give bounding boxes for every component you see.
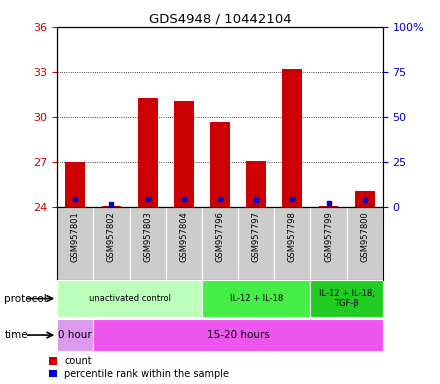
Bar [102,206,121,207]
Bar [282,69,302,207]
Bar [57,207,93,280]
Bar [238,207,274,280]
Text: unactivated control: unactivated control [88,294,171,303]
Bar [66,162,85,207]
Text: GSM957796: GSM957796 [216,211,224,262]
Legend: count, percentile rank within the sample: count, percentile rank within the sample [49,356,229,379]
Bar [93,319,383,351]
Text: GSM957802: GSM957802 [107,211,116,262]
Text: GSM957803: GSM957803 [143,211,152,262]
Bar [57,280,202,317]
Text: GSM957800: GSM957800 [360,211,369,262]
Text: time: time [4,330,28,340]
Bar [129,207,166,280]
Text: IL-12 + IL-18,
TGF-β: IL-12 + IL-18, TGF-β [319,289,374,308]
Text: GSM957804: GSM957804 [180,211,188,262]
Text: GSM957799: GSM957799 [324,211,333,262]
Bar [202,207,238,280]
Bar [93,207,129,280]
Bar [311,207,347,280]
Bar [355,191,375,207]
Bar [57,319,93,351]
Bar [347,207,383,280]
Bar [138,98,158,207]
Text: GSM957798: GSM957798 [288,211,297,262]
Bar [274,207,311,280]
Text: IL-12 + IL-18: IL-12 + IL-18 [230,294,283,303]
Bar [311,280,383,317]
Bar [166,207,202,280]
Bar [246,161,266,207]
Text: 15-20 hours: 15-20 hours [207,330,270,340]
Text: protocol: protocol [4,294,47,304]
Text: 0 hour: 0 hour [59,330,92,340]
Title: GDS4948 / 10442104: GDS4948 / 10442104 [149,13,291,26]
Bar [174,101,194,207]
Bar [202,280,311,317]
Text: GSM957801: GSM957801 [71,211,80,262]
Text: GSM957797: GSM957797 [252,211,260,262]
Bar [210,122,230,207]
Bar [319,206,338,207]
